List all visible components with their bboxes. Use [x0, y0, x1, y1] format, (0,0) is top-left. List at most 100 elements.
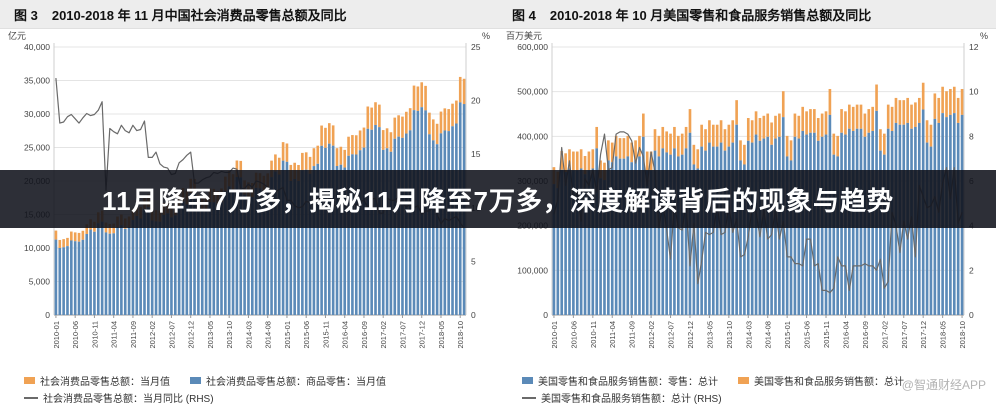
svg-text:2014-03: 2014-03 — [244, 321, 253, 349]
svg-text:100,000: 100,000 — [517, 265, 548, 275]
svg-text:2018-05: 2018-05 — [437, 321, 446, 349]
legend-label: 社会消费品零售总额：商品零售：当月值 — [206, 377, 386, 388]
svg-text:2015-11: 2015-11 — [822, 321, 831, 348]
legend-item: 社会消费品零售总额：当月值 — [24, 373, 170, 388]
svg-text:2016-04: 2016-04 — [341, 321, 350, 349]
chart3-title-text: 2010-2018 年 11 月中国社会消费品零售总额及同比 — [51, 8, 347, 23]
svg-text:2016-09: 2016-09 — [360, 321, 369, 349]
svg-text:2015-11: 2015-11 — [321, 321, 330, 348]
svg-text:25: 25 — [471, 42, 481, 52]
legend-bar-swatch — [522, 377, 533, 384]
svg-text:2011-09: 2011-09 — [628, 321, 637, 348]
right-axis-unit: % — [980, 31, 988, 41]
svg-text:2011-04: 2011-04 — [608, 321, 617, 348]
svg-text:35,000: 35,000 — [24, 76, 50, 86]
legend-bar-swatch — [738, 377, 749, 384]
svg-text:2016-09: 2016-09 — [861, 321, 870, 349]
watermark: @智通财经APP — [901, 378, 986, 392]
svg-text:2015-01: 2015-01 — [783, 321, 792, 349]
svg-text:0: 0 — [969, 310, 974, 320]
svg-text:15: 15 — [471, 149, 481, 159]
legend-bar-swatch — [24, 377, 35, 384]
chart4-fig-label: 图 4 — [512, 8, 536, 23]
svg-text:0: 0 — [471, 310, 476, 320]
svg-text:0: 0 — [45, 310, 50, 320]
svg-text:2017-07: 2017-07 — [900, 321, 909, 349]
left-axis-unit: 百万美元 — [506, 31, 542, 41]
svg-text:2017-12: 2017-12 — [919, 321, 928, 349]
legend-row: 社会消费品零售总额：当月同比 (RHS) — [24, 390, 492, 405]
svg-text:30,000: 30,000 — [24, 109, 50, 119]
legend-label: 社会消费品零售总额：当月值 — [40, 377, 170, 388]
svg-text:2012-02: 2012-02 — [148, 321, 157, 349]
svg-text:2018-10: 2018-10 — [958, 321, 967, 349]
svg-text:2018-10: 2018-10 — [456, 321, 465, 349]
svg-text:500,000: 500,000 — [517, 87, 548, 97]
svg-text:5,000: 5,000 — [29, 277, 51, 287]
svg-text:2014-03: 2014-03 — [744, 321, 753, 349]
svg-text:2015-06: 2015-06 — [803, 321, 812, 349]
legend-label: 美国零售和食品服务销售额：总计 — [754, 377, 904, 388]
svg-text:2017-12: 2017-12 — [418, 321, 427, 349]
legend-item: 美国零售和食品服务销售额：零售：总计 — [522, 373, 718, 388]
legend-bar-swatch — [190, 377, 201, 384]
svg-text:2010-06: 2010-06 — [71, 321, 80, 349]
svg-text:25,000: 25,000 — [24, 143, 50, 153]
svg-text:2017-07: 2017-07 — [398, 321, 407, 349]
headline-text: 11月降至7万多，揭秘11月降至7万多，深度解读背后的现象与趋势 — [102, 185, 894, 216]
svg-text:10,000: 10,000 — [24, 243, 50, 253]
legend-item: 美国零售和食品服务销售额：总计 (RHS) — [522, 390, 722, 405]
chart3-title: 图 3 2010-2018 年 11 月中国社会消费品零售总额及同比 — [0, 0, 498, 28]
svg-text:2012-07: 2012-07 — [667, 321, 676, 349]
chart4-title: 图 4 2010-2018 年 10 月美国零售和食品服务销售总额及同比 — [498, 0, 996, 28]
svg-text:2011-04: 2011-04 — [110, 321, 119, 348]
svg-text:600,000: 600,000 — [517, 42, 548, 52]
svg-text:2016-04: 2016-04 — [841, 321, 850, 349]
svg-text:10: 10 — [969, 87, 979, 97]
legend-label: 社会消费品零售总额：当月同比 (RHS) — [43, 394, 214, 405]
svg-text:2017-02: 2017-02 — [880, 321, 889, 349]
legend-label: 美国零售和食品服务销售额：零售：总计 — [538, 377, 718, 388]
svg-text:2010-11: 2010-11 — [90, 321, 99, 348]
svg-text:2011-09: 2011-09 — [129, 321, 138, 348]
legend-item: 社会消费品零售总额：商品零售：当月值 — [190, 373, 386, 388]
svg-text:2010-06: 2010-06 — [569, 321, 578, 349]
svg-text:2010-11: 2010-11 — [589, 321, 598, 348]
svg-text:2012-07: 2012-07 — [167, 321, 176, 349]
svg-text:20: 20 — [471, 96, 481, 106]
legend-item: 社会消费品零售总额：当月同比 (RHS) — [24, 390, 214, 405]
legend-item: 美国零售和食品服务销售额：总计 — [738, 373, 904, 388]
svg-text:2018-05: 2018-05 — [939, 321, 948, 349]
svg-text:40,000: 40,000 — [24, 42, 50, 52]
svg-text:2014-08: 2014-08 — [764, 321, 773, 349]
svg-text:0: 0 — [543, 310, 548, 320]
svg-text:2017-02: 2017-02 — [379, 321, 388, 349]
svg-text:2010-01: 2010-01 — [52, 321, 61, 349]
left-axis-unit: 亿元 — [8, 31, 26, 41]
chart-titles-strip: 图 3 2010-2018 年 11 月中国社会消费品零售总额及同比 图 4 2… — [0, 0, 996, 29]
svg-text:2012-02: 2012-02 — [647, 321, 656, 349]
svg-text:2012-12: 2012-12 — [686, 321, 695, 349]
headline-overlay-banner: 11月降至7万多，揭秘11月降至7万多，深度解读背后的现象与趋势 — [0, 170, 996, 228]
legend-label: 美国零售和食品服务销售额：总计 (RHS) — [541, 394, 722, 405]
svg-text:2013-05: 2013-05 — [206, 321, 215, 349]
chart4-title-text: 2010-2018 年 10 月美国零售和食品服务销售总额及同比 — [549, 8, 872, 23]
legend-line-swatch — [24, 396, 38, 399]
svg-text:2012-12: 2012-12 — [187, 321, 196, 349]
svg-text:12: 12 — [969, 42, 979, 52]
chart3-fig-label: 图 3 — [14, 8, 38, 23]
legend-line-swatch — [522, 396, 536, 399]
svg-text:5: 5 — [471, 256, 476, 266]
svg-text:2013-10: 2013-10 — [225, 321, 234, 349]
svg-text:400,000: 400,000 — [517, 131, 548, 141]
svg-text:2013-05: 2013-05 — [705, 321, 714, 349]
svg-text:2014-08: 2014-08 — [264, 321, 273, 349]
svg-text:2015-01: 2015-01 — [283, 321, 292, 349]
svg-text:8: 8 — [969, 131, 974, 141]
svg-text:2015-06: 2015-06 — [302, 321, 311, 349]
legend-row: 社会消费品零售总额：当月值 社会消费品零售总额：商品零售：当月值 — [24, 373, 492, 388]
svg-text:2010-01: 2010-01 — [550, 321, 559, 349]
svg-text:2013-10: 2013-10 — [725, 321, 734, 349]
legend-row: 美国零售和食品服务销售额：零售：总计 美国零售和食品服务销售额：总计 — [522, 373, 990, 388]
